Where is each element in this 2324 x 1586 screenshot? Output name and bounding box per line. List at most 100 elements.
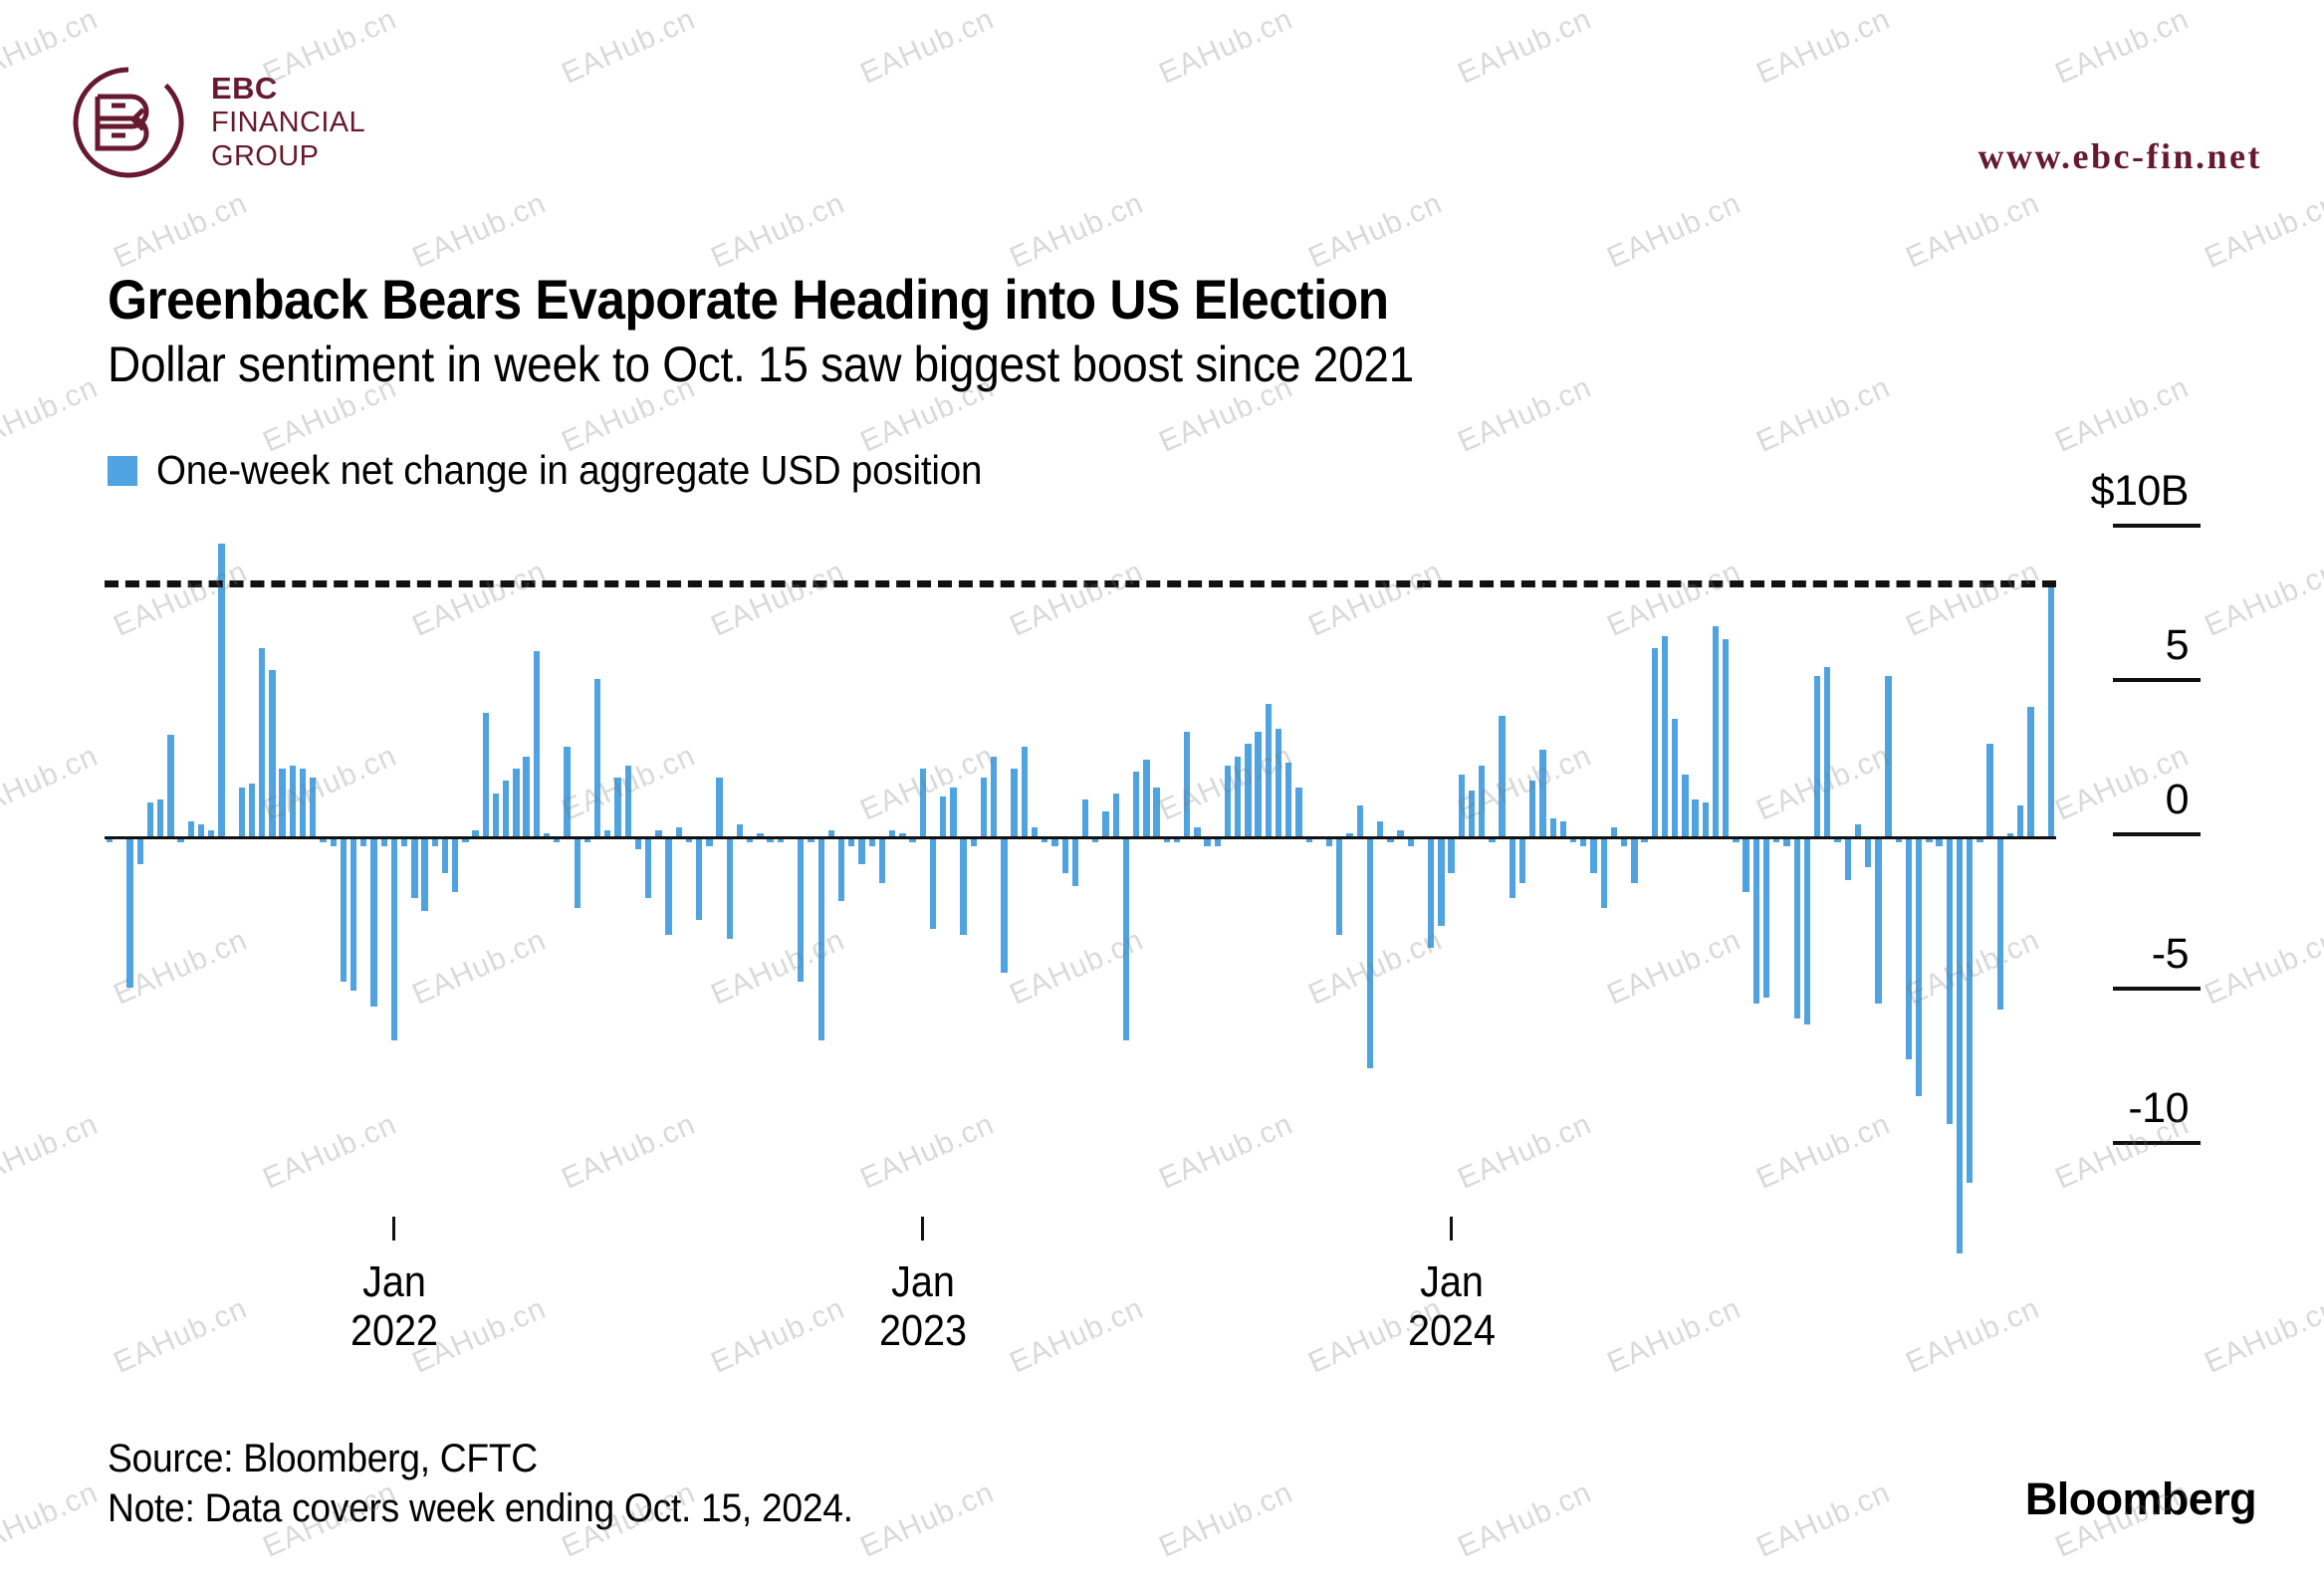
bar xyxy=(1569,836,1577,843)
bar xyxy=(1580,836,1587,846)
y-axis: $10B 5 0 -5 -10 xyxy=(2081,467,2300,1304)
bar xyxy=(259,647,266,837)
bar xyxy=(330,836,337,846)
bar xyxy=(1854,823,1862,837)
bar xyxy=(1081,798,1089,837)
bar xyxy=(1235,756,1242,837)
bar xyxy=(929,836,937,930)
bar xyxy=(1214,836,1221,846)
bar xyxy=(492,793,500,837)
bar xyxy=(1356,805,1363,837)
chart-plot-area xyxy=(105,528,2056,1284)
bar xyxy=(604,830,611,837)
bar xyxy=(1438,836,1445,927)
watermark-text: EAHub.cn xyxy=(1751,370,1896,459)
bar xyxy=(837,836,845,902)
bar xyxy=(1844,836,1851,880)
bar xyxy=(400,836,408,846)
bar xyxy=(1366,836,1374,1068)
y-axis-tick-label: -5 xyxy=(2151,930,2190,979)
website-url[interactable]: www.ebc-fin.net xyxy=(1977,136,2262,176)
bar xyxy=(554,836,561,843)
bar xyxy=(1518,836,1526,883)
bar xyxy=(1885,675,1892,837)
x-axis-tick-mark xyxy=(1450,1217,1454,1241)
bar xyxy=(1762,836,1770,998)
bar xyxy=(1499,716,1506,837)
bar xyxy=(1132,772,1140,837)
watermark-text: EAHub.cn xyxy=(1154,1475,1298,1564)
bar xyxy=(1458,775,1465,837)
bar xyxy=(1539,750,1546,837)
bar xyxy=(1712,626,1720,837)
y-axis-tick-label: -10 xyxy=(2128,1084,2189,1133)
x-axis-month-label: Jan xyxy=(890,1257,955,1306)
bar xyxy=(1336,836,1343,936)
bar xyxy=(644,836,652,899)
bar xyxy=(1956,836,1964,1253)
x-axis-tick: Jan 2024 xyxy=(1372,1217,1531,1356)
bar xyxy=(1011,768,1018,837)
watermark-text: EAHub.cn xyxy=(0,1107,104,1196)
bar xyxy=(2017,805,2024,837)
bar xyxy=(1397,830,1404,837)
bar xyxy=(543,833,551,837)
bar xyxy=(238,787,245,837)
y-axis-tick-mark xyxy=(2113,987,2201,992)
bar xyxy=(593,679,601,837)
note-line: Note: Data covers week ending Oct. 15, 2… xyxy=(108,1486,853,1530)
bar xyxy=(411,836,418,899)
bar xyxy=(777,836,785,843)
bar xyxy=(380,836,387,846)
bar xyxy=(1996,836,2004,1010)
bar xyxy=(655,830,662,837)
bar xyxy=(1773,836,1780,843)
bar xyxy=(126,836,133,989)
bar xyxy=(1071,836,1079,886)
bar xyxy=(970,836,977,846)
watermark-text: EAHub.cn xyxy=(1453,370,1597,459)
bar xyxy=(1255,731,1262,837)
bar xyxy=(1509,836,1516,899)
x-axis-year-label: 2023 xyxy=(878,1306,967,1355)
bar xyxy=(1834,836,1841,843)
watermark-text: EAHub.cn xyxy=(0,370,104,459)
bar xyxy=(1102,811,1109,837)
x-axis-month-label: Jan xyxy=(1419,1257,1484,1306)
bar xyxy=(1051,836,1058,846)
bar xyxy=(1346,833,1353,837)
bar xyxy=(1295,787,1302,837)
bar xyxy=(1590,836,1597,874)
bar xyxy=(624,765,631,837)
bar xyxy=(940,795,947,837)
bar xyxy=(919,768,926,837)
bar xyxy=(1976,836,1983,843)
bar xyxy=(868,836,875,846)
bar xyxy=(1042,836,1048,843)
bar xyxy=(1986,744,1993,837)
bar xyxy=(452,836,459,893)
chart-title: Greenback Bears Evaporate Heading into U… xyxy=(108,268,1389,331)
bar xyxy=(858,836,865,865)
watermark-text: EAHub.cn xyxy=(0,739,104,827)
bar xyxy=(1479,765,1486,837)
bar xyxy=(1743,836,1749,893)
source-line: Source: Bloomberg, CFTC xyxy=(108,1437,538,1480)
bar xyxy=(696,836,703,920)
bar xyxy=(523,756,530,837)
watermark-text: EAHub.cn xyxy=(2200,1291,2324,1380)
bar xyxy=(197,823,205,837)
bar xyxy=(1224,765,1232,837)
bar xyxy=(1061,836,1068,874)
bar xyxy=(899,833,906,837)
bar xyxy=(1864,836,1872,868)
bar xyxy=(706,836,713,846)
legend-label: One-week net change in aggregate USD pos… xyxy=(156,447,983,493)
watermark-text: EAHub.cn xyxy=(0,1475,104,1564)
bar xyxy=(614,778,621,837)
bar xyxy=(1672,719,1679,837)
bar xyxy=(1875,836,1882,1004)
bar xyxy=(827,830,835,837)
bar xyxy=(716,778,723,837)
bar xyxy=(767,836,774,843)
